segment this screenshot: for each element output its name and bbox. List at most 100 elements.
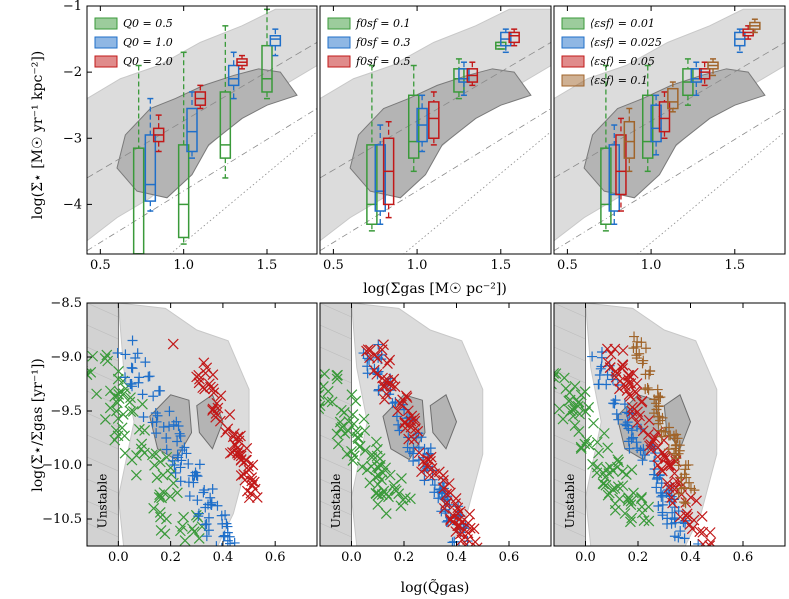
scatter-point-plus [175,476,186,487]
scatter-point-x [575,443,587,454]
reference-dashdot-line [87,108,317,252]
scatter-point-x [347,409,359,420]
scatter-point-x [116,422,128,434]
scatter-point-x [251,492,263,503]
scatter-point-x [569,380,581,392]
scatter-point-plus [634,348,645,359]
scatter-point-x [592,461,603,473]
scatter-point-x [384,354,396,366]
scatter-point-x [117,408,129,420]
scatter-point-x [346,389,358,401]
scatter-point-x [598,478,610,490]
scatter-point-x [364,477,376,489]
x-tick-label: 0.5 [90,258,111,273]
legend-swatch [561,55,585,68]
unstable-hatch [554,522,586,538]
scatter-point-plus [651,482,662,493]
legend-label: ⟨εsf⟩ = 0.025 [590,36,662,49]
box-body [186,107,198,153]
box-body [227,64,240,87]
scatter-point-x [207,383,219,395]
box-blue [416,94,428,153]
unstable-hatch [87,346,119,362]
scatter-point-x [171,487,183,499]
density-contour-inner [429,394,458,450]
scatter-point-plus [649,394,660,405]
scatter-point-x [371,368,383,380]
scatter-point-plus [161,432,172,443]
panel-bottom-middle: Unstable 0.0 0.2 0.4 0.6 [319,302,552,565]
scatter-point-plus [402,442,413,453]
scatter-point-x [554,378,557,390]
unstable-hatch [554,303,586,318]
scatter-point-plus [670,517,681,528]
scatter-point-plus [624,443,635,454]
scatter-point-x [643,414,655,426]
box-green [177,51,190,245]
scatter-point-x [560,383,572,394]
scatter-point-x [352,431,364,443]
scatter-point-x [207,405,218,416]
scatter-point-x [127,406,139,417]
scatter-point-plus [656,491,667,502]
scatter-point-plus [628,343,639,354]
box-body [658,101,671,133]
unstable-hatch [320,522,352,538]
box-body [623,120,636,159]
y-tick-label: −9.5 [50,404,82,419]
unstable-hatch [554,368,586,384]
scatter-point-x [150,448,162,460]
scatter-point-x [148,502,160,514]
box-blue [144,97,157,212]
scatter-point-x [356,461,368,473]
scatter-point-plus [140,357,151,368]
scatter-point-x [604,461,616,473]
scatter-point-x [364,352,376,364]
scatter-point-plus [164,421,175,432]
scatter-point-plus [429,487,440,498]
scatter-point-x [384,469,396,481]
series-red [191,357,263,504]
scatter-point-x [649,432,661,444]
box-green [261,8,273,100]
scatter-point-x [320,374,321,385]
scatter-point-x [198,357,210,369]
scatter-point-plus [594,370,605,380]
scatter-point-x [688,514,700,526]
x-tick-label: 0.6 [733,550,754,565]
series-blue [587,346,704,546]
x-tick-label: 0.0 [341,550,362,565]
panels: 0.5 1.0 1.5 −4 −3 −2 −1 Q0 = 0.5 Q0 = 1.0 Q0 = 2.… [42,0,786,565]
scatter-point-x [587,458,599,470]
y-tick-label: −4 [63,197,82,212]
unstable-hatch [554,346,586,362]
scatter-point-plus [193,508,204,519]
plot-area [320,8,551,254]
scatter-point-x [371,461,383,473]
legend-swatch [561,36,585,49]
scatter-point-plus [198,487,209,498]
scatter-point-plus [203,525,214,536]
scatter-point-x [374,453,386,464]
scatter-point-x [554,368,560,379]
scatter-point-plus [593,379,604,390]
scatter-point-x [139,447,150,459]
box-body [144,134,157,202]
scatter-point-x [376,489,388,500]
scatter-point-x [197,382,209,394]
scatter-point-x [610,365,622,377]
legend-swatch [561,17,585,30]
scatter-point-x [133,423,145,435]
scatter-point-plus [638,355,649,366]
panel-frame [319,302,552,547]
scatter-point-x [625,378,637,389]
scatter-point-plus [689,485,700,496]
unstable-hatch [554,456,586,472]
scatter-point-plus [199,485,210,496]
scatter-point-plus [229,537,240,546]
scatter-point-x [588,417,599,429]
scatter-point-plus [120,372,131,383]
scatter-point-x [652,442,664,454]
scatter-point-plus [657,490,668,501]
scatter-point-x [614,383,625,395]
